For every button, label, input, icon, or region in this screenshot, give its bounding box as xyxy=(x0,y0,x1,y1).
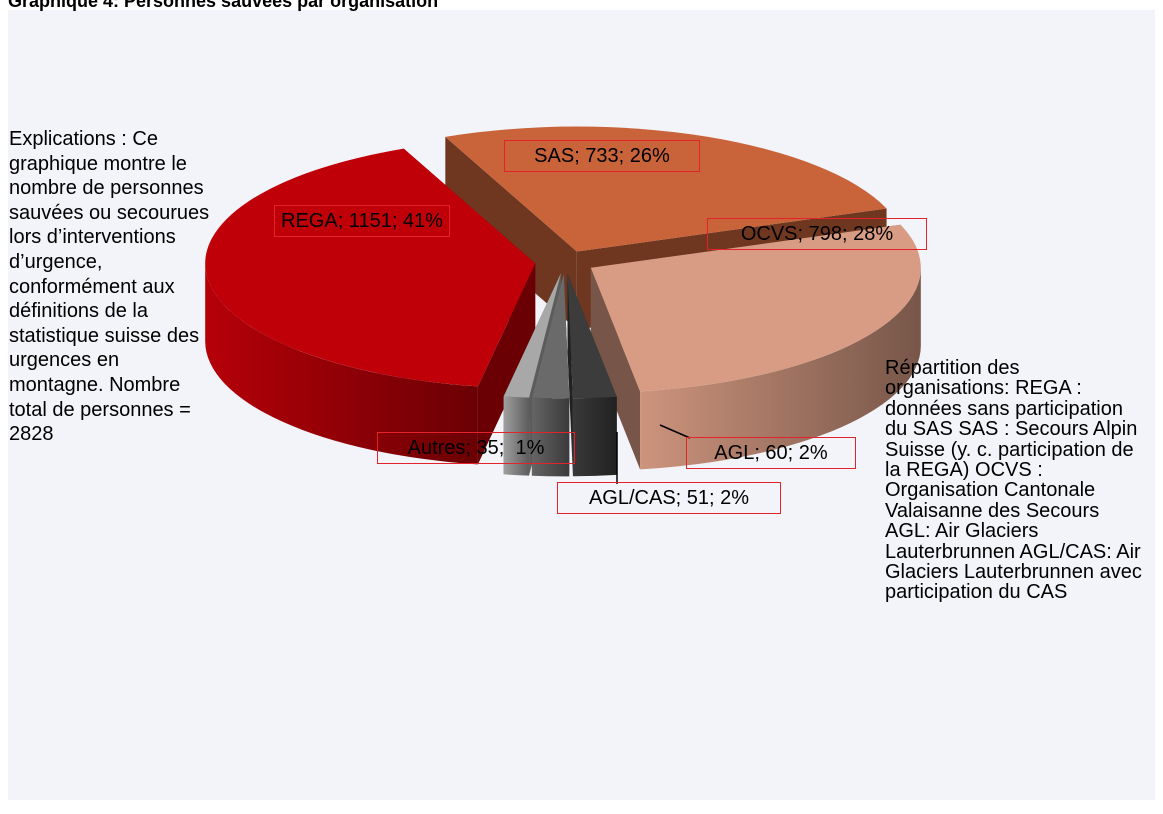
slice xyxy=(445,126,887,252)
slice-wall xyxy=(640,267,921,470)
data-label: AGL; 60; 2% xyxy=(686,437,856,469)
slice-side xyxy=(590,267,641,470)
slice-side xyxy=(445,136,577,330)
data-label: REGA; 1151; 41% xyxy=(274,205,450,237)
slice xyxy=(205,148,536,387)
leader-line xyxy=(659,424,691,439)
slice-wall xyxy=(205,263,478,465)
slice-wall xyxy=(503,396,530,476)
slice xyxy=(503,273,561,398)
slice-wall xyxy=(531,397,570,477)
slice xyxy=(567,273,617,399)
data-label: Autres; 35; 1% xyxy=(377,432,575,464)
slice-wall xyxy=(572,396,617,477)
chart-title: Graphique 4: Personnes sauvées par organ… xyxy=(8,0,439,11)
data-label: AGL/CAS; 51; 2% xyxy=(557,482,781,514)
slice-side xyxy=(567,273,573,477)
data-label: SAS; 733; 26% xyxy=(504,140,700,172)
legend-note: Répartition des organisations: REGA : do… xyxy=(885,357,1142,604)
slice xyxy=(531,273,570,399)
explanation-note: Explications : Ce graphique montre le no… xyxy=(9,128,210,446)
data-label: OCVS; 798; 28% xyxy=(707,218,927,250)
slice xyxy=(590,224,921,392)
